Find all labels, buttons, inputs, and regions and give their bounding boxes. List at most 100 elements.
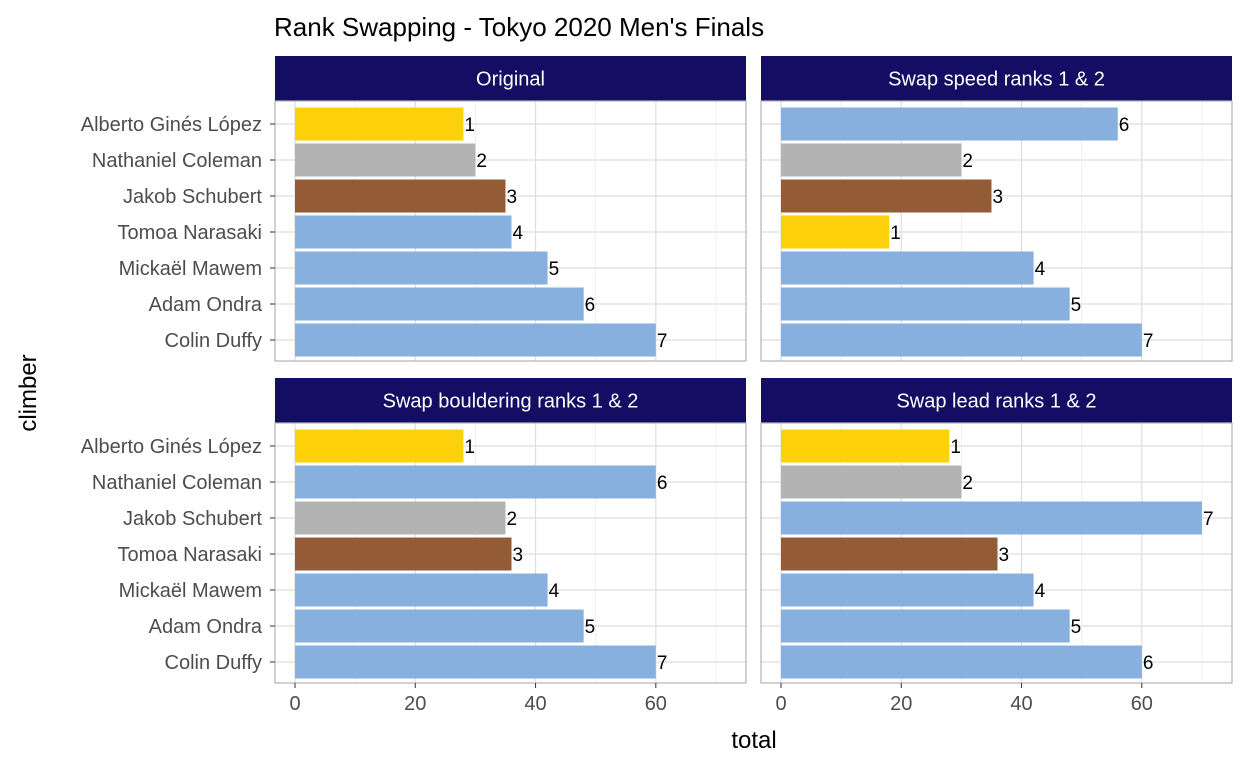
- x-tick-label: 20: [890, 693, 912, 715]
- panel-border: [760, 422, 1233, 684]
- bar-rank-label: 1: [464, 115, 475, 136]
- facet-strip: [275, 378, 746, 423]
- y-tick-label: Nathaniel Coleman: [92, 472, 262, 494]
- bar-rank-label: 4: [1035, 259, 1046, 280]
- y-tick-label: Jakob Schubert: [123, 508, 262, 530]
- bar: [781, 251, 1034, 285]
- bar: [295, 429, 464, 463]
- bar: [295, 251, 548, 285]
- x-tick-label: 60: [1131, 693, 1153, 715]
- panel-border: [760, 100, 1233, 362]
- chart-title: Rank Swapping - Tokyo 2020 Men's Finals: [274, 12, 764, 42]
- bar-rank-label: 5: [1071, 295, 1082, 316]
- bar-rank-label: 6: [1143, 653, 1154, 674]
- bar: [781, 323, 1142, 357]
- bar: [781, 645, 1142, 679]
- bar-rank-label: 6: [1119, 115, 1130, 136]
- facet-strip-label: Original: [476, 69, 545, 91]
- bar-rank-label: 7: [657, 653, 668, 674]
- y-tick-label: Colin Duffy: [165, 330, 262, 352]
- y-tick-label: Alberto Ginés López: [81, 114, 262, 136]
- bar-rank-label: 1: [464, 437, 475, 458]
- bar: [781, 609, 1070, 643]
- x-tick-label: 20: [404, 693, 426, 715]
- bar: [295, 465, 656, 499]
- bar: [781, 501, 1202, 535]
- bar: [781, 429, 950, 463]
- bar-rank-label: 2: [476, 151, 487, 172]
- facet-strip: [761, 56, 1232, 101]
- x-tick-label: 0: [289, 693, 300, 715]
- bar-rank-label: 5: [1071, 617, 1082, 638]
- bar-rank-label: 4: [512, 223, 523, 244]
- y-tick-label: Mickaël Mawem: [119, 258, 262, 280]
- bar-rank-label: 6: [657, 473, 668, 494]
- bar-rank-label: 7: [1143, 331, 1154, 352]
- bar-rank-label: 4: [549, 581, 560, 602]
- bar-rank-label: 5: [585, 617, 596, 638]
- bar: [295, 143, 476, 177]
- x-tick-label: 40: [1010, 693, 1032, 715]
- bar: [781, 465, 962, 499]
- bar: [295, 287, 584, 321]
- y-tick-label: Colin Duffy: [165, 652, 262, 674]
- x-tick-label: 0: [775, 693, 786, 715]
- bar-rank-label: 1: [890, 223, 901, 244]
- bar: [295, 609, 584, 643]
- facet-strip-label: Swap speed ranks 1 & 2: [888, 69, 1105, 91]
- bar-rank-label: 3: [506, 187, 517, 208]
- y-tick-label: Alberto Ginés López: [81, 436, 262, 458]
- bar-rank-label: 3: [992, 187, 1003, 208]
- bar: [781, 179, 992, 213]
- bar: [781, 107, 1118, 141]
- x-tick-label: 40: [524, 693, 546, 715]
- facet-strip: [275, 56, 746, 101]
- y-tick-label: Nathaniel Coleman: [92, 150, 262, 172]
- bar: [295, 107, 464, 141]
- x-axis-title: total: [731, 727, 776, 754]
- bar-rank-label: 6: [585, 295, 596, 316]
- y-axis-title: climber: [15, 354, 42, 431]
- bar: [781, 215, 890, 249]
- bar: [295, 179, 506, 213]
- bar-rank-label: 4: [1035, 581, 1046, 602]
- bar: [295, 323, 656, 357]
- bar-rank-label: 3: [998, 545, 1009, 566]
- bar-rank-label: 7: [1203, 509, 1214, 530]
- bar: [781, 287, 1070, 321]
- y-tick-label: Mickaël Mawem: [119, 580, 262, 602]
- bar: [295, 215, 512, 249]
- panel-border: [274, 100, 747, 362]
- bar: [781, 537, 998, 571]
- facet-strip-label: Swap bouldering ranks 1 & 2: [383, 391, 639, 413]
- bar: [295, 573, 548, 607]
- facet-panel: Original 123 4 5 6 7 Alberto Ginés López Nathan…: [81, 56, 747, 362]
- panel-border: [274, 422, 747, 684]
- bar-rank-label: 2: [962, 473, 973, 494]
- y-tick-label: Tomoa Narasaki: [117, 544, 262, 566]
- y-tick-label: Adam Ondra: [149, 616, 263, 638]
- bar: [781, 143, 962, 177]
- bar-rank-label: 5: [549, 259, 560, 280]
- bar: [295, 537, 512, 571]
- bar-rank-label: 3: [512, 545, 523, 566]
- bar-rank-label: 1: [950, 437, 961, 458]
- x-tick-label: 60: [645, 693, 667, 715]
- bar-rank-label: 2: [506, 509, 517, 530]
- facet-strip: [761, 378, 1232, 423]
- facet-panel: Swap bouldering ranks 1 & 2 1 6 2 3 4 5 7 Albert…: [81, 378, 747, 715]
- bar: [295, 501, 506, 535]
- bar: [295, 645, 656, 679]
- bar-rank-label: 7: [657, 331, 668, 352]
- bar-rank-label: 2: [962, 151, 973, 172]
- facet-strip-label: Swap lead ranks 1 & 2: [896, 391, 1096, 413]
- bar: [781, 573, 1034, 607]
- y-tick-label: Adam Ondra: [149, 294, 263, 316]
- y-tick-label: Tomoa Narasaki: [117, 222, 262, 244]
- y-tick-label: Jakob Schubert: [123, 186, 262, 208]
